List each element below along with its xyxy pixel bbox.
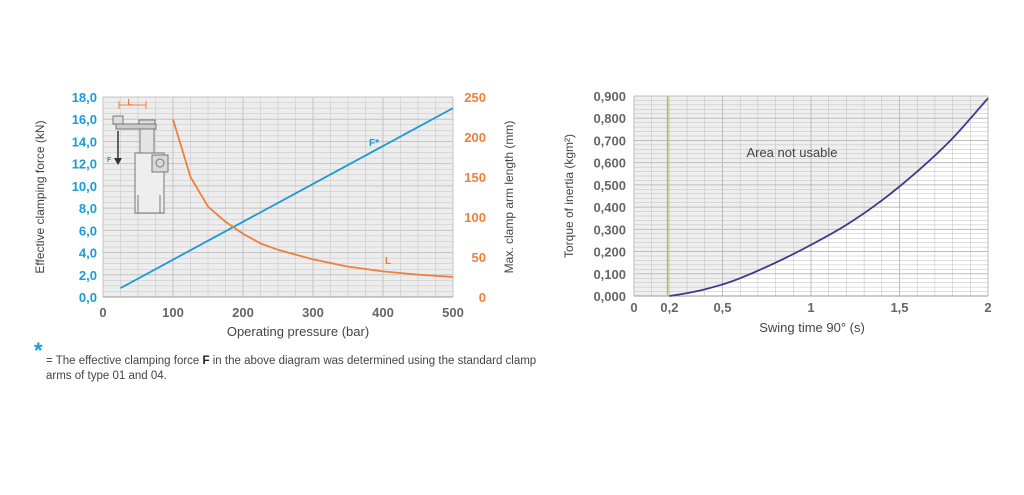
c2-y-ticks: 0,000 0,100 0,200 0,300 0,400 0,500 0,600 0,700… (593, 89, 626, 304)
c2-x-tick-label: 0,5 (713, 300, 731, 315)
c1-y-left-tick-label: 4,0 (79, 246, 97, 261)
c2-series (669, 97, 989, 297)
c2-y-axis-label: Torque of inertia (kgm²) (562, 134, 576, 258)
c2-y-tick-label: 0,300 (593, 222, 626, 237)
c2-grid (633, 95, 989, 297)
c1-y-right-tick-label: 100 (464, 210, 486, 225)
clamp-length-label: L (128, 98, 133, 107)
c2-x-axis-label: Swing time 90° (s) (759, 320, 865, 335)
c1-x-tick-label: 0 (99, 305, 106, 320)
c2-y-tick-label: 0,600 (593, 156, 626, 171)
torque-inertia-chart: 0,000 0,100 0,200 0,300 0,400 0,500 0,600 0,700… (562, 89, 992, 335)
c2-y-tick-label: 0,900 (593, 89, 626, 104)
clamp-illustration (112, 101, 169, 214)
c1-x-tick-label: 500 (442, 305, 464, 320)
c1-y-right-tick-label: 150 (464, 170, 486, 185)
c2-y-tick-label: 0,100 (593, 267, 626, 282)
c1-y-left-tick-label: 6,0 (79, 223, 97, 238)
c2-y-tick-label: 0,800 (593, 111, 626, 126)
c1-x-tick-label: 100 (162, 305, 184, 320)
c1-y-left-tick-label: 10,0 (72, 179, 97, 194)
torque-curve (669, 97, 989, 297)
c1-y-right-tick-label: 0 (479, 290, 486, 305)
c1-x-tick-label: 400 (372, 305, 394, 320)
series-line-f (120, 107, 454, 289)
clamping-force-chart: 0,0 2,0 4,0 6,0 8,0 10,0 12,0 14,0 16,0 18,0 0 50 1… (33, 90, 516, 339)
c1-x-ticks: 0 100 200 300 400 500 (99, 305, 463, 320)
c1-y-right-ticks: 0 50 100 150 200 250 (464, 90, 486, 305)
c1-x-axis-label: Operating pressure (bar) (227, 324, 369, 339)
c1-y-left-tick-label: 0,0 (79, 290, 97, 305)
c1-y-left-ticks: 0,0 2,0 4,0 6,0 8,0 10,0 12,0 14,0 16,0 18,0 (72, 90, 97, 305)
c1-y-left-tick-label: 16,0 (72, 112, 97, 127)
c1-y-left-tick-label: 8,0 (79, 201, 97, 216)
c1-y-left-tick-label: 2,0 (79, 268, 97, 283)
c1-y-right-tick-label: 250 (464, 90, 486, 105)
series-l-label: L (385, 256, 391, 267)
c2-x-tick-label: 1 (807, 300, 814, 315)
c2-y-tick-label: 0,500 (593, 178, 626, 193)
c2-x-tick-label: 2 (984, 300, 991, 315)
series-f-label: F* (369, 138, 379, 149)
c1-grid (102, 96, 454, 298)
c1-y-left-tick-label: 12,0 (72, 157, 97, 172)
c1-series (120, 107, 454, 289)
c1-x-tick-label: 200 (232, 305, 254, 320)
c2-y-tick-label: 0,000 (593, 289, 626, 304)
c2-y-tick-label: 0,400 (593, 200, 626, 215)
footnote-text: = The effective clamping force F in the … (46, 355, 537, 382)
c1-y-left-axis-label: Effective clamping force (kN) (33, 120, 47, 273)
c1-y-right-axis-label: Max. clamp arm length (mm) (502, 121, 516, 274)
c1-y-left-tick-label: 18,0 (72, 90, 97, 105)
c2-x-ticks: 0 0,2 0,5 1 1,5 2 (630, 300, 991, 315)
c1-y-right-tick-label: 200 (464, 130, 486, 145)
c1-y-right-tick-label: 50 (472, 250, 486, 265)
footnote-asterisk: * (34, 338, 43, 363)
c2-y-tick-label: 0,700 (593, 133, 626, 148)
c2-x-tick-label: 0 (630, 300, 637, 315)
c2-x-tick-label: 0,2 (660, 300, 678, 315)
c1-x-tick-label: 300 (302, 305, 324, 320)
c2-x-tick-label: 1,5 (890, 300, 908, 315)
c2-y-tick-label: 0,200 (593, 245, 626, 260)
series-line-l (172, 119, 454, 278)
clamp-force-label: F (107, 157, 112, 164)
c1-y-left-tick-label: 14,0 (72, 134, 97, 149)
area-not-usable-label: Area not usable (746, 145, 837, 160)
